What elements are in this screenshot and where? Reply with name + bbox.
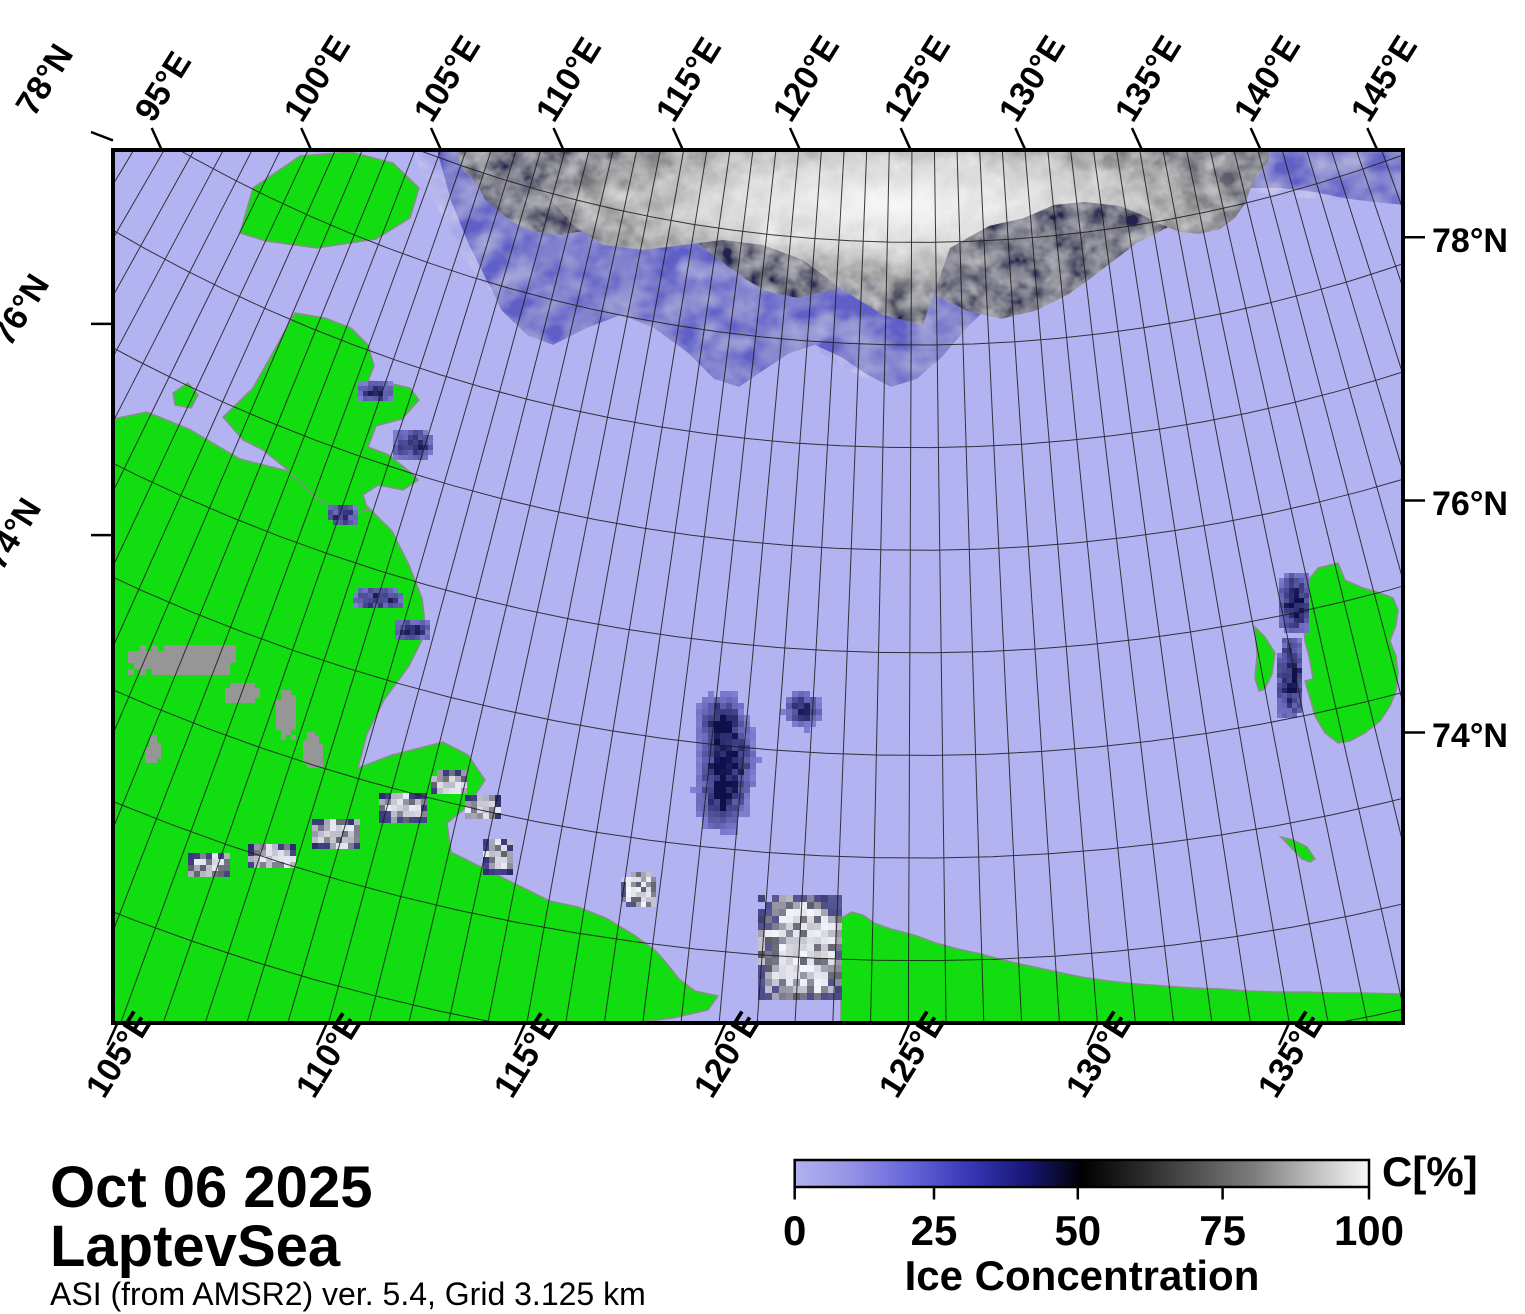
svg-text:LaptevSea: LaptevSea xyxy=(50,1214,341,1279)
svg-text:100: 100 xyxy=(1334,1207,1404,1254)
svg-text:0: 0 xyxy=(783,1207,806,1254)
svg-text:ASI (from AMSR2) ver. 5.4, G: ASI (from AMSR2) ver. 5.4, Grid 3.125 km xyxy=(50,1276,646,1312)
svg-text:76°N: 76°N xyxy=(1432,485,1508,523)
svg-text:25: 25 xyxy=(911,1207,958,1254)
svg-text:74°N: 74°N xyxy=(1432,717,1508,755)
svg-text:78°N: 78°N xyxy=(1432,222,1508,260)
svg-text:75: 75 xyxy=(1199,1207,1246,1254)
svg-text:50: 50 xyxy=(1054,1207,1101,1254)
svg-text:C[%]: C[%] xyxy=(1382,1148,1478,1195)
svg-text:Ice Concentration: Ice Concentration xyxy=(905,1252,1260,1299)
svg-text:Oct 06 2025: Oct 06 2025 xyxy=(50,1155,372,1220)
